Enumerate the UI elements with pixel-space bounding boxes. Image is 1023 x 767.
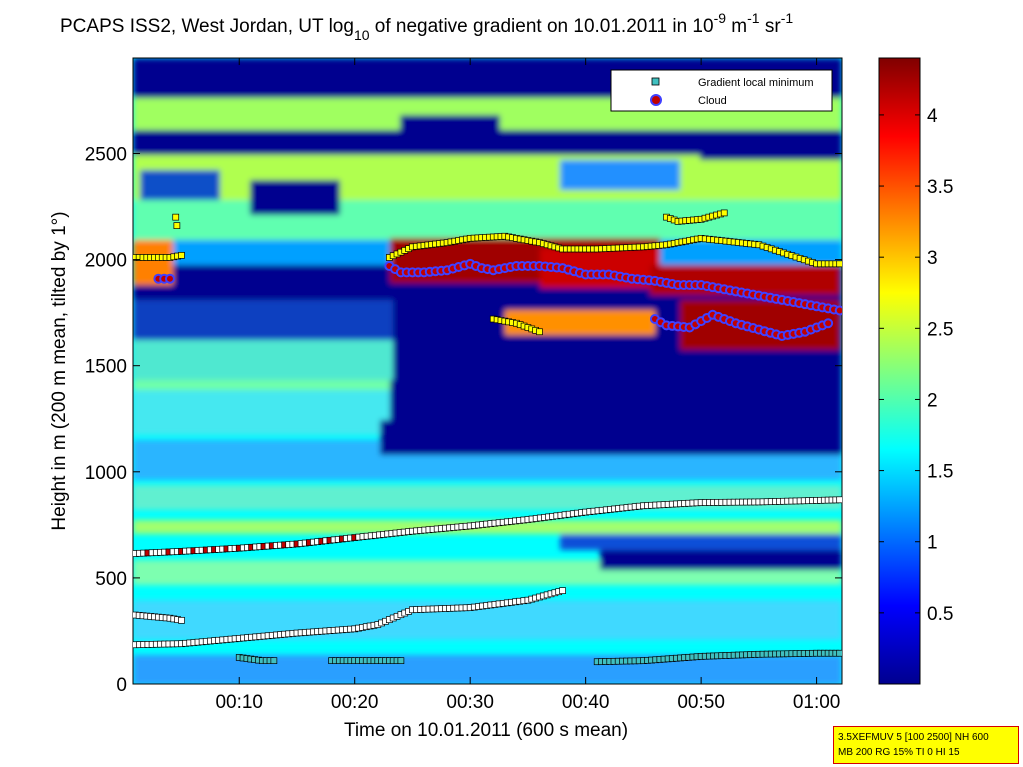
colorbar-tick-label: 2 [927,390,938,411]
gradient-minimum-marker [178,251,185,259]
plot-frame [132,57,843,685]
gradient-minimum-marker [836,649,842,657]
y-tick-label: 0 [116,675,127,696]
colorbar-tick-label: 4 [927,106,938,127]
cloud-marker [164,273,175,284]
colorbar-tick-label: 3.5 [927,177,953,198]
gradient-minimum-marker [836,260,842,268]
cloud-marker [834,305,842,316]
x-axis-label: Time on 10.01.2011 (600 s mean) [344,720,628,741]
colorbar-tick-label: 1.5 [927,462,953,483]
info-line-1: 3.5XEFMUV 5 [100 2500] NH 600 [838,732,989,743]
legend-entry-minimum: Gradient local minimum [698,77,814,89]
x-tick-label: 01:00 [793,692,841,713]
info-box: 3.5XEFMUV 5 [100 2500] NH 600 MB 200 RG … [833,726,1019,764]
x-tick-label: 00:50 [677,692,725,713]
y-tick-label: 1500 [85,357,127,378]
legend-circle-icon [650,94,662,106]
gradient-minimum-marker [178,616,185,624]
x-tick-label: 00:10 [215,692,263,713]
legend-square-icon [651,77,660,86]
gradient-minimum-marker [720,209,728,217]
colorbar-tick-label: 1 [927,533,938,554]
legend-box [610,69,833,112]
gradient-minimum-marker [397,657,405,665]
colorbar-tick-label: 3 [927,248,938,269]
gradient-minimum-marker [836,496,842,504]
x-axis: 00:10 00:20 00:30 00:40 00:50 01:00 [215,58,840,713]
y-tick-label: 2500 [85,144,127,165]
legend-entry-cloud: Cloud [698,95,727,107]
y-axis-label: Height in m (200 m mean, tilted by 1°) [49,211,70,530]
gradient-minimum-marker [559,587,566,594]
x-tick-label: 00:40 [562,692,610,713]
x-tick-label: 00:20 [331,692,379,713]
x-tick-label: 00:30 [446,692,494,713]
info-line-2: MB 200 RG 15% TI 0 HI 15 [838,747,960,758]
y-tick-label: 2000 [85,251,127,272]
gradient-minimum-marker [536,328,543,336]
gradient-minimum-marker [172,213,180,221]
y-tick-label: 1000 [85,463,127,484]
colorbar-tick-label: 0.5 [927,604,953,625]
cloud-marker [823,318,834,329]
y-tick-label: 500 [95,569,127,590]
markers-layer [133,209,842,666]
gradient-minimum-marker [270,657,278,665]
heatmap-field [133,58,842,684]
y-axis: 0 500 1000 1500 2000 2500 [85,144,842,696]
colorbar-ticks: 0.5 1 1.5 2 2.5 3 3.5 4 [879,106,953,625]
legend: Gradient local minimum Cloud [610,69,833,112]
colorbar-tick-label: 2.5 [927,319,953,340]
colorbar [878,57,921,685]
gradient-minimum-marker [173,222,181,229]
chart-title: PCAPS ISS2, West Jordan, UT log10 of neg… [60,10,793,43]
